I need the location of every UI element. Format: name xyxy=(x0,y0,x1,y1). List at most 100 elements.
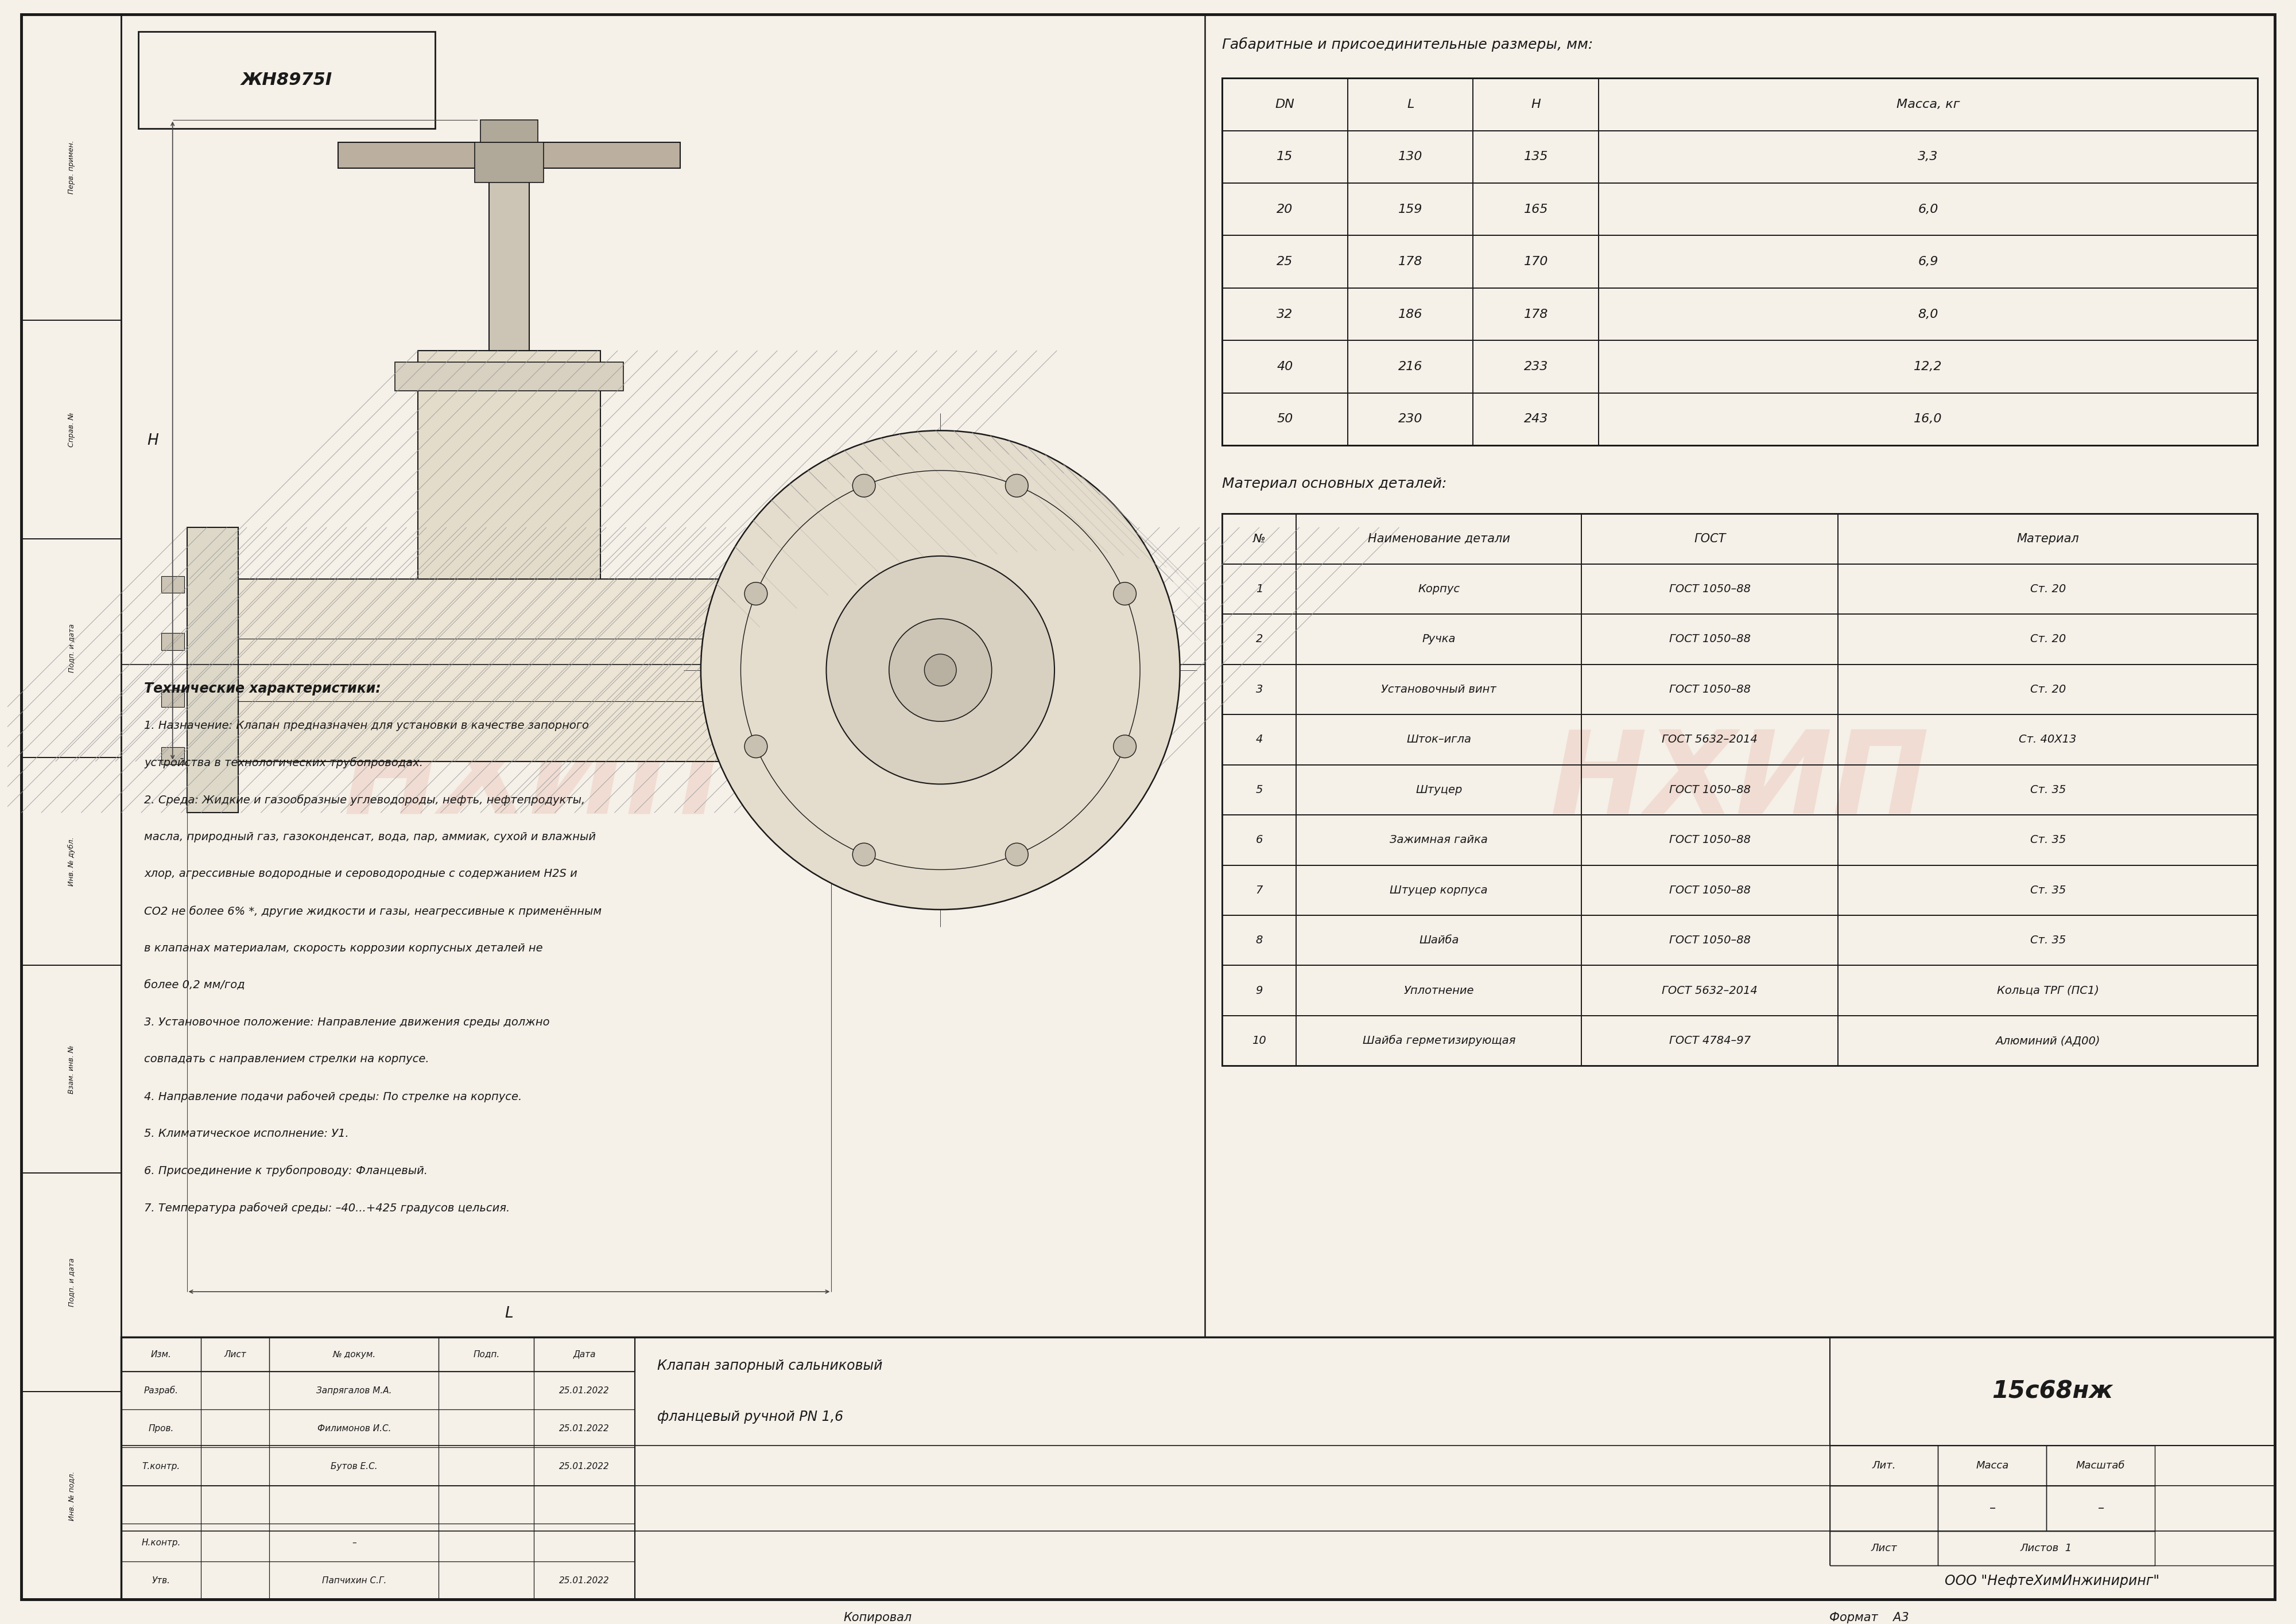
Bar xyxy=(439,1486,535,1523)
Text: в клапанах материалам, скорость коррозии корпусных деталей не: в клапанах материалам, скорость коррозии… xyxy=(145,942,542,953)
Bar xyxy=(1474,287,1598,341)
Text: СО2 не более 6% *, другие жидкости и газы, неагрессивные к применённым: СО2 не более 6% *, другие жидкости и газ… xyxy=(145,906,602,918)
Bar xyxy=(1297,1015,1582,1065)
Text: Наименование детали: Наименование детали xyxy=(1368,533,1511,544)
Bar xyxy=(161,577,184,593)
Text: 12,2: 12,2 xyxy=(1915,361,1942,372)
Text: Ст. 20: Ст. 20 xyxy=(2030,583,2066,594)
Bar xyxy=(161,633,184,650)
Bar xyxy=(269,1523,439,1562)
Text: НХИП: НХИП xyxy=(344,726,723,838)
Text: совпадать с направлением стрелки на корпусе.: совпадать с направлением стрелки на корп… xyxy=(145,1054,429,1065)
Text: 25.01.2022: 25.01.2022 xyxy=(560,1424,608,1432)
Text: Ст. 20: Ст. 20 xyxy=(2030,684,2066,695)
Text: Запрягалов М.А.: Запрягалов М.А. xyxy=(317,1387,393,1395)
Bar xyxy=(439,1337,535,1372)
Bar xyxy=(1830,1445,1938,1486)
Bar xyxy=(1839,614,2257,664)
Bar xyxy=(1582,614,1839,664)
Bar xyxy=(1348,235,1474,287)
Text: ГОСТ 1050–88: ГОСТ 1050–88 xyxy=(1669,885,1750,895)
Text: Ст. 35: Ст. 35 xyxy=(2030,885,2066,895)
Bar xyxy=(122,1523,200,1562)
Bar xyxy=(1582,916,1839,965)
Bar xyxy=(1474,235,1598,287)
Bar xyxy=(1598,393,2257,445)
Text: Масса: Масса xyxy=(1977,1460,2009,1471)
Text: устройства в технологических трубопроводах.: устройства в технологических трубопровод… xyxy=(145,757,422,768)
Text: 15: 15 xyxy=(1277,151,1293,162)
Circle shape xyxy=(1114,583,1137,606)
Bar xyxy=(489,169,528,351)
Bar xyxy=(1221,287,1348,341)
Bar xyxy=(1221,1015,1297,1065)
Text: 233: 233 xyxy=(1525,361,1548,372)
Bar xyxy=(21,1392,122,1600)
Bar xyxy=(535,1337,634,1372)
Text: –: – xyxy=(2096,1502,2103,1514)
Bar xyxy=(1221,815,1297,866)
Bar xyxy=(1582,815,1839,866)
Text: Корпус: Корпус xyxy=(1419,583,1460,594)
Text: ГОСТ 4784–97: ГОСТ 4784–97 xyxy=(1669,1034,1750,1046)
Text: 10: 10 xyxy=(1251,1034,1267,1046)
Text: 135: 135 xyxy=(1525,151,1548,162)
Bar xyxy=(833,633,856,650)
Circle shape xyxy=(700,430,1180,909)
Bar xyxy=(122,1372,200,1410)
Bar xyxy=(1582,765,1839,815)
Bar xyxy=(439,1410,535,1447)
Bar xyxy=(1598,287,2257,341)
Text: L: L xyxy=(505,1306,514,1320)
Bar xyxy=(1348,393,1474,445)
Bar xyxy=(1582,664,1839,715)
Text: Масштаб: Масштаб xyxy=(2076,1460,2126,1471)
Bar xyxy=(122,1447,200,1486)
Bar xyxy=(535,1447,634,1486)
Bar xyxy=(1839,815,2257,866)
Bar xyxy=(1297,614,1582,664)
Bar xyxy=(1297,564,1582,614)
Text: Шайба: Шайба xyxy=(1419,935,1458,945)
Text: масла, природный газ, газоконденсат, вода, пар, аммиак, сухой и влажный: масла, природный газ, газоконденсат, вод… xyxy=(145,831,597,843)
Bar xyxy=(1582,1015,1839,1065)
Text: Взам. инв. №: Взам. инв. № xyxy=(67,1044,76,1093)
Bar xyxy=(781,528,831,812)
Circle shape xyxy=(1114,736,1137,758)
Bar xyxy=(239,578,781,762)
Bar xyxy=(1221,965,1297,1015)
Text: Штуцер: Штуцер xyxy=(1417,784,1463,796)
Bar xyxy=(1221,130,1348,184)
Text: 50: 50 xyxy=(1277,414,1293,425)
Bar xyxy=(200,1562,269,1600)
Bar xyxy=(1839,664,2257,715)
Text: 3. Установочное положение: Направление движения среды должно: 3. Установочное положение: Направление д… xyxy=(145,1017,549,1028)
Bar xyxy=(269,1410,439,1447)
Bar xyxy=(1938,1486,2046,1531)
Bar xyxy=(535,1486,634,1523)
Bar xyxy=(395,362,622,391)
Text: 32: 32 xyxy=(1277,309,1293,320)
Text: Подп. и дата: Подп. и дата xyxy=(67,624,76,672)
Text: Материал основных деталей:: Материал основных деталей: xyxy=(1221,477,1446,490)
Bar xyxy=(439,1523,535,1562)
Bar xyxy=(1598,130,2257,184)
Bar xyxy=(200,1523,269,1562)
Bar xyxy=(1221,765,1297,815)
Text: 165: 165 xyxy=(1525,203,1548,214)
Text: 178: 178 xyxy=(1525,309,1548,320)
Text: H: H xyxy=(1531,99,1541,110)
Text: Габаритные и присоединительные размеры, мм:: Габаритные и присоединительные размеры, … xyxy=(1221,37,1593,52)
Bar xyxy=(200,1337,269,1372)
Circle shape xyxy=(852,843,875,866)
Text: 6: 6 xyxy=(1256,835,1263,846)
Text: 4: 4 xyxy=(1256,734,1263,745)
Text: ЖН8975І: ЖН8975І xyxy=(241,71,333,88)
Text: –: – xyxy=(351,1538,356,1548)
Text: 25: 25 xyxy=(1277,257,1293,268)
Bar xyxy=(1297,866,1582,916)
Bar xyxy=(186,528,239,812)
Text: 186: 186 xyxy=(1398,309,1424,320)
Circle shape xyxy=(1006,843,1029,866)
Text: 2: 2 xyxy=(1256,633,1263,645)
